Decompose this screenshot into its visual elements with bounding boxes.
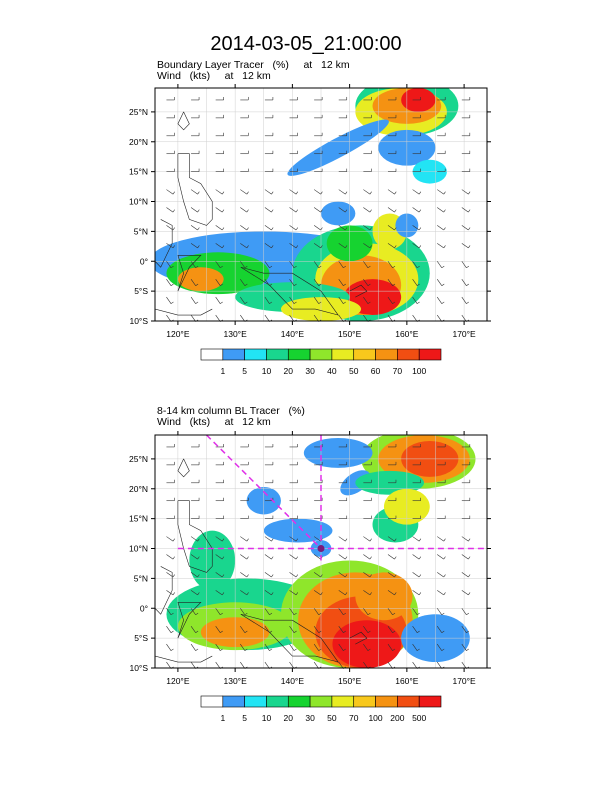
y-tick-label: 15°N [129, 167, 148, 177]
colorbar-swatch [375, 695, 398, 708]
y-tick-label: 20°N [129, 137, 148, 147]
colorbar-swatch [244, 695, 267, 708]
colorbar-label: 1 [220, 713, 225, 723]
x-tick-label: 170°E [452, 676, 476, 686]
page-title: 2014-03-05_21:00:00 [210, 33, 402, 55]
colorbar-swatch [222, 695, 245, 708]
y-tick-label: 5°S [134, 633, 148, 643]
colorbar-label: 5 [242, 366, 247, 376]
y-tick-label: 25°N [129, 107, 148, 117]
colorbar-label: 500 [412, 713, 426, 723]
coastline [155, 111, 368, 316]
map-frame [154, 87, 488, 322]
tracer-region [321, 201, 356, 226]
colorbar-swatch [287, 695, 311, 708]
panel2-subtitle-line1: 8-14 km column BL Tracer (%) [157, 405, 305, 417]
colorbar-swatch [244, 348, 267, 361]
tracer-region [177, 267, 224, 292]
colorbar-swatch [418, 348, 442, 361]
colorbar-label: 30 [305, 713, 315, 723]
colorbar-swatch [397, 348, 420, 361]
x-tick-label: 150°E [338, 329, 362, 339]
coastline [155, 458, 368, 663]
panel1-subtitle-line2: Wind (kts) at 12 km [157, 70, 271, 82]
colorbar-label: 40 [327, 366, 337, 376]
colorbar-label: 50 [327, 713, 337, 723]
x-tick-label: 140°E [281, 329, 305, 339]
colorbar-1: 1 5 10 20 30 40 50 60 70 100 [200, 348, 442, 376]
colorbar-swatch [222, 348, 245, 361]
map-panel-2: 120°E 130°E 140°E 150°E 160°E 170°E 25°N 20°N 15… [129, 431, 491, 686]
colorbar-swatch [418, 695, 442, 708]
y-tick-label: 20°N [129, 484, 148, 494]
colorbar-2: 1 5 10 20 30 50 70 100 200 500 [200, 695, 442, 723]
x-tick-label: 140°E [281, 676, 305, 686]
x-tick-label: 160°E [395, 676, 419, 686]
colorbar-label: 10 [262, 713, 272, 723]
y-tick-label: 0° [140, 256, 148, 266]
x-tick-label: 120°E [166, 329, 190, 339]
colorbar-label: 50 [349, 366, 359, 376]
colorbar-label: 10 [262, 366, 272, 376]
colorbar-swatch [200, 348, 224, 361]
colorbar-label: 5 [242, 713, 247, 723]
colorbar-swatch [397, 695, 420, 708]
y-tick-label: 0° [140, 603, 148, 613]
tracer-region [303, 437, 373, 468]
colorbar-swatch [309, 695, 333, 708]
x-tick-label: 120°E [166, 676, 190, 686]
colorbar-swatch [331, 695, 355, 708]
center-marker [317, 545, 325, 553]
panel1-subtitle-line1: Boundary Layer Tracer (%) at 12 km [157, 59, 350, 71]
colorbar-swatch [353, 348, 376, 361]
colorbar-label: 20 [284, 366, 294, 376]
colorbar-swatch [287, 348, 311, 361]
tracer-region [263, 518, 333, 543]
panel2-subtitle-line2: Wind (kts) at 12 km [157, 416, 271, 428]
colorbar-label: 100 [368, 713, 382, 723]
colorbar-label: 20 [284, 713, 294, 723]
x-tick-label: 130°E [224, 329, 248, 339]
colorbar-swatch [266, 348, 289, 361]
colorbar-label: 70 [393, 366, 403, 376]
y-tick-label: 10°N [129, 544, 148, 554]
x-tick-label: 170°E [452, 329, 476, 339]
colorbar-label: 70 [349, 713, 359, 723]
colorbar-label: 60 [371, 366, 381, 376]
y-tick-label: 15°N [129, 514, 148, 524]
tracer-region [287, 119, 389, 176]
x-tick-label: 130°E [224, 676, 248, 686]
wind-barbs [166, 443, 471, 669]
y-tick-label: 10°S [129, 316, 148, 326]
colorbar-label: 200 [390, 713, 404, 723]
colorbar-label: 1 [220, 366, 225, 376]
colorbar-swatch [375, 348, 398, 361]
colorbar-swatch [353, 695, 376, 708]
y-tick-label: 10°N [129, 197, 148, 207]
x-tick-label: 160°E [395, 329, 419, 339]
y-tick-label: 5°S [134, 286, 148, 296]
y-tick-label: 10°S [129, 663, 148, 673]
colorbar-label: 30 [305, 366, 315, 376]
colorbar-swatch [309, 348, 333, 361]
tracer-region [355, 572, 413, 621]
cross-section-lines [177, 434, 487, 561]
colorbar-swatch [200, 695, 224, 708]
y-tick-label: 5°N [134, 226, 148, 236]
x-tick-label: 150°E [338, 676, 362, 686]
tracer-field [155, 88, 459, 321]
map-panel-1: 120°E 130°E 140°E 150°E 160°E 170°E 25°N 20°N 15… [129, 84, 491, 339]
y-tick-label: 25°N [129, 454, 148, 464]
map-frame [154, 434, 488, 669]
colorbar-label: 100 [412, 366, 426, 376]
y-tick-label: 5°N [134, 573, 148, 583]
colorbar-swatch [266, 695, 289, 708]
colorbar-swatch [331, 348, 355, 361]
tracer-region [332, 620, 402, 668]
